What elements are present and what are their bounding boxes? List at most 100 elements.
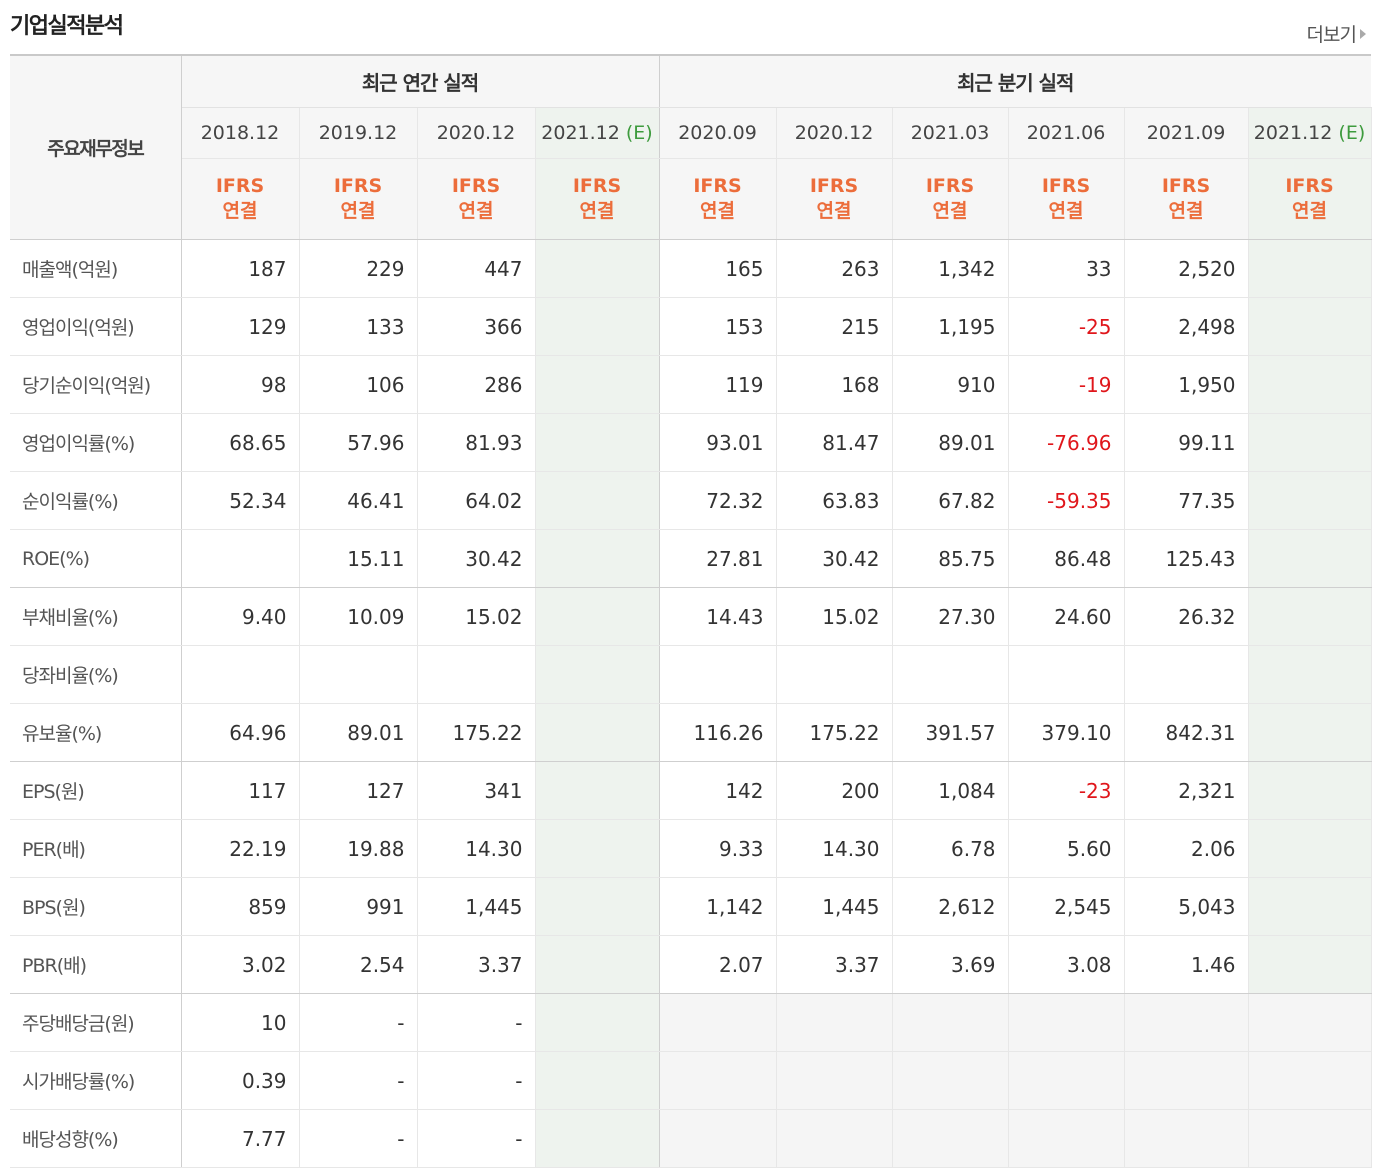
quarter-value-cell [659, 645, 777, 704]
annual-value-cell: - [299, 993, 418, 1052]
ifrs-consolidated-tag: IFRS 연결 [1008, 158, 1125, 240]
quarter-value-cell: 67.82 [892, 471, 1009, 530]
quarter-value-cell: 24.60 [1008, 587, 1125, 646]
quarter-value-cell [1248, 819, 1372, 878]
quarter-value-cell: 2,321 [1124, 761, 1249, 820]
table-row: 부채비율(%) 9.40 10.09 15.02 14.43 15.02 27.30 24.6… [10, 587, 1372, 646]
quarter-value-cell: 14.43 [659, 587, 777, 646]
annual-value-cell [181, 529, 300, 588]
annual-value-cell [535, 355, 660, 414]
annual-value-cell: 3.02 [181, 935, 300, 994]
annual-value-cell: 991 [299, 877, 418, 936]
ifrs-consolidated-tag: IFRS 연결 [181, 158, 300, 240]
quarter-value-cell [892, 1051, 1009, 1110]
period-label: 2021.09 [1146, 122, 1226, 144]
annual-value-cell: 81.93 [417, 413, 536, 472]
annual-value-cell: 175.22 [417, 703, 536, 762]
quarter-value-cell [776, 1109, 893, 1168]
quarter-value-cell [1248, 239, 1372, 298]
annual-value-cell: 10 [181, 993, 300, 1052]
table-row: 시가배당률(%) 0.39- - [10, 1051, 1372, 1110]
quarter-value-cell: 86.48 [1008, 529, 1125, 588]
consolidated-label: 연결 [1292, 200, 1327, 222]
quarter-value-cell: 2,498 [1124, 297, 1249, 356]
ifrs-consolidated-tag: IFRS 연결 [299, 158, 418, 240]
ifrs-consolidated-tag: IFRS 연결 [659, 158, 777, 240]
quarter-value-cell: 263 [776, 239, 893, 298]
quarter-value-cell: 85.75 [892, 529, 1009, 588]
quarter-value-cell [1248, 413, 1372, 472]
quarter-value-cell [892, 993, 1009, 1052]
quarter-value-cell: -23 [1008, 761, 1125, 820]
ifrs-label: IFRS [215, 175, 265, 197]
table-row: ROE(%) 15.11 30.42 27.81 30.42 85.75 86.48 125.… [10, 529, 1372, 588]
quarter-value-cell [1248, 645, 1372, 704]
ifrs-consolidated-tag: IFRS 연결 [535, 158, 660, 240]
consolidated-label: 연결 [816, 200, 852, 222]
quarter-period-4: 2021.09 [1124, 107, 1249, 159]
ifrs-label: IFRS [809, 175, 859, 197]
row-label: ROE(%) [10, 529, 182, 588]
annual-value-cell [181, 645, 300, 704]
quarter-value-cell [1008, 645, 1125, 704]
row-label: 영업이익률(%) [10, 413, 182, 472]
annual-value-cell: 366 [417, 297, 536, 356]
annual-value-cell [535, 471, 660, 530]
quarter-value-cell [1248, 587, 1372, 646]
period-label: 2021.12 [541, 122, 620, 144]
annual-value-cell: - [417, 1051, 536, 1110]
quarter-value-cell: 93.01 [659, 413, 777, 472]
annual-value-cell [417, 645, 536, 704]
consolidated-label: 연결 [1048, 200, 1084, 222]
quarter-value-cell: 2.07 [659, 935, 777, 994]
table-row: 주당배당금(원) 10- - [10, 993, 1372, 1052]
annual-value-cell [535, 1051, 660, 1110]
consolidated-label: 연결 [222, 200, 258, 222]
period-label: 2021.12 [1253, 122, 1333, 144]
quarter-value-cell: 200 [776, 761, 893, 820]
ifrs-label: IFRS [1161, 175, 1211, 197]
quarter-value-cell: 116.26 [659, 703, 777, 762]
quarter-value-cell: 5.60 [1008, 819, 1125, 878]
annual-value-cell [535, 239, 660, 298]
quarter-value-cell: 99.11 [1124, 413, 1249, 472]
annual-value-cell [535, 935, 660, 994]
quarter-value-cell: 1,950 [1124, 355, 1249, 414]
annual-value-cell: 129 [181, 297, 300, 356]
row-label: 순이익률(%) [10, 471, 182, 530]
consolidated-label: 연결 [579, 200, 615, 222]
quarter-value-cell: 379.10 [1008, 703, 1125, 762]
annual-value-cell: 127 [299, 761, 418, 820]
quarter-value-cell: 5,043 [1124, 877, 1249, 936]
annual-value-cell: 22.19 [181, 819, 300, 878]
table-row: 영업이익률(%) 68.65 57.96 81.93 93.01 81.47 89.01 -7… [10, 413, 1372, 472]
quarter-value-cell [1248, 935, 1372, 994]
quarter-value-cell [776, 645, 893, 704]
quarter-value-cell: 14.30 [776, 819, 893, 878]
ifrs-consolidated-tag: IFRS 연결 [892, 158, 1009, 240]
consolidated-label: 연결 [932, 200, 968, 222]
quarter-value-cell: 153 [659, 297, 777, 356]
quarter-value-cell [892, 1109, 1009, 1168]
annual-value-cell: 117 [181, 761, 300, 820]
table-row: 순이익률(%) 52.34 46.41 64.02 72.32 63.83 67.82 -59… [10, 471, 1372, 530]
annual-value-cell: 229 [299, 239, 418, 298]
annual-period-2: 2020.12 [417, 107, 536, 159]
ifrs-label: IFRS [333, 175, 383, 197]
period-label: 2021.03 [910, 122, 990, 144]
annual-value-cell: 447 [417, 239, 536, 298]
quarter-value-cell: 1,342 [892, 239, 1009, 298]
quarter-value-cell: 2,612 [892, 877, 1009, 936]
table-row: 당좌비율(%) [10, 645, 1372, 704]
quarter-value-cell: 81.47 [776, 413, 893, 472]
quarter-value-cell: 391.57 [892, 703, 1009, 762]
annual-value-cell: 133 [299, 297, 418, 356]
ifrs-label: IFRS [693, 175, 742, 197]
quarter-value-cell: 9.33 [659, 819, 777, 878]
annual-value-cell: 10.09 [299, 587, 418, 646]
more-link[interactable]: 더보기 [1307, 20, 1366, 47]
quarter-value-cell [1248, 761, 1372, 820]
period-label: 2021.06 [1026, 122, 1106, 144]
ifrs-label: IFRS [572, 175, 622, 197]
quarter-value-cell [1124, 1109, 1249, 1168]
